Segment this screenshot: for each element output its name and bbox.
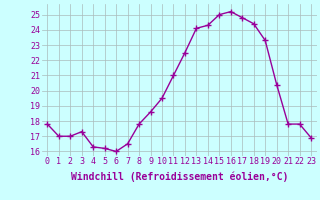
X-axis label: Windchill (Refroidissement éolien,°C): Windchill (Refroidissement éolien,°C) bbox=[70, 172, 288, 182]
